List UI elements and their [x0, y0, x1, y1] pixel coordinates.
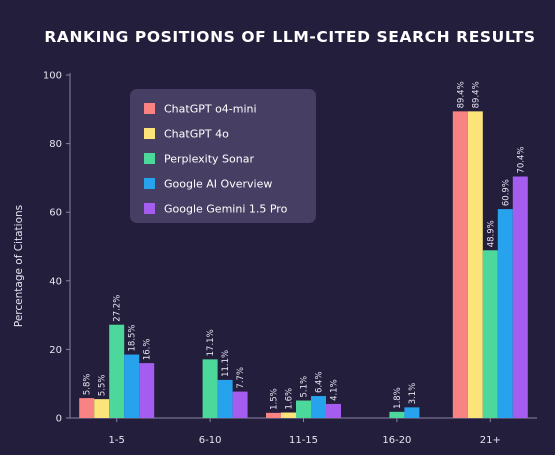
bar — [124, 354, 140, 418]
data-label: 6.4% — [315, 371, 325, 393]
legend-label: Google AI Overview — [164, 178, 272, 191]
bar — [202, 359, 218, 418]
x-tick-label: 16-20 — [382, 435, 411, 446]
bar — [452, 111, 468, 418]
data-label: 5.5% — [98, 375, 108, 397]
legend-swatch — [144, 178, 155, 189]
bar — [266, 412, 281, 418]
x-tick-label: 21+ — [480, 435, 501, 446]
data-label: 11.1% — [221, 350, 231, 377]
legend-swatch — [144, 203, 155, 214]
y-tick-label: 40 — [49, 276, 62, 287]
bar — [389, 411, 405, 418]
bar — [232, 391, 248, 418]
y-axis-label: Percentage of Citations — [13, 205, 25, 327]
x-tick-label: 1-5 — [109, 435, 125, 446]
data-label: 17.1% — [206, 329, 216, 356]
x-tick-label: 6-10 — [199, 435, 222, 446]
data-label: 60.9% — [501, 179, 511, 206]
bar — [482, 250, 498, 418]
bar — [109, 324, 125, 418]
data-label: 70.4% — [516, 147, 526, 174]
bar — [497, 209, 513, 418]
data-label: 1.8% — [393, 387, 403, 409]
data-label: 5.1% — [300, 376, 310, 398]
y-tick-label: 20 — [49, 345, 62, 356]
bar — [512, 176, 528, 418]
data-label: 4.1% — [330, 379, 340, 401]
legend-label: Perplexity Sonar — [164, 153, 254, 166]
legend-label: ChatGPT o4-mini — [164, 103, 257, 116]
data-label: 3.1% — [408, 383, 418, 405]
bar — [281, 412, 296, 418]
bar — [467, 111, 483, 418]
data-label: 16.% — [143, 339, 153, 361]
data-label: 1.5% — [270, 388, 280, 410]
legend-label: Google Gemini 1.5 Pro — [164, 203, 288, 216]
y-tick-label: 0 — [56, 414, 62, 425]
data-label: 1.6% — [285, 388, 295, 410]
legend-swatch — [144, 128, 155, 139]
data-labels: 5.8% 5.5% 27.2% 18.5% 16.% 17.1% 11.1% 7.7% 1.5%… — [83, 81, 527, 410]
chart-title: RANKING POSITIONS OF LLM-CITED SEARCH RE… — [44, 28, 535, 46]
legend-box — [130, 89, 316, 223]
data-label: 5.8% — [83, 373, 93, 395]
y-tick-label: 100 — [43, 71, 62, 82]
data-label: 7.7% — [236, 367, 246, 389]
bar — [326, 403, 341, 418]
bars — [79, 111, 528, 418]
legend-swatch — [144, 103, 155, 114]
y-tick-label: 60 — [49, 208, 62, 219]
y-tick-label: 80 — [49, 139, 62, 150]
data-label: 48.9% — [486, 220, 496, 247]
bar — [94, 399, 110, 418]
bar — [139, 363, 155, 418]
legend-label: ChatGPT 4o — [164, 128, 229, 141]
bar — [311, 396, 326, 418]
legend: ChatGPT o4-mini ChatGPT 4o Perplexity Sona… — [130, 89, 316, 223]
bar — [217, 379, 233, 418]
bar — [296, 400, 311, 418]
x-tick-label: 11-15 — [289, 435, 318, 446]
data-label: 27.2% — [113, 295, 123, 322]
bar — [404, 407, 420, 418]
data-label: 18.5% — [128, 325, 138, 352]
legend-swatch — [144, 153, 155, 164]
data-label: 89.4% — [456, 81, 466, 108]
bar — [79, 398, 95, 418]
data-label: 89.4% — [471, 81, 481, 108]
